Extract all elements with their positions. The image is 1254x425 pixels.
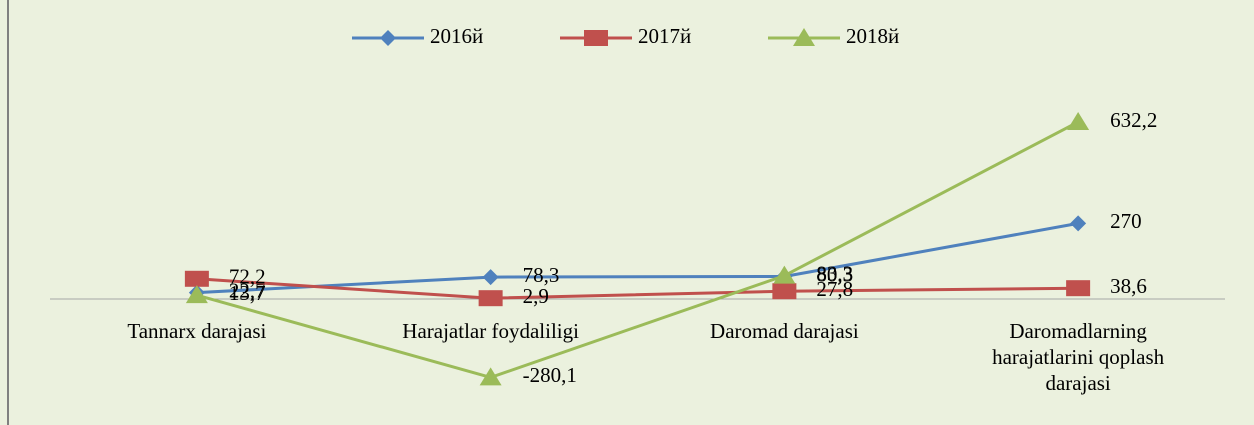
legend-marker [584, 30, 608, 46]
data-label: 270 [1110, 209, 1142, 233]
data-label: 38,6 [1110, 274, 1147, 298]
x-tick-label: Daromadlarning harajatlarini qoplash dar… [992, 319, 1165, 395]
data-label: 13,7 [229, 281, 266, 305]
data-label: 632,2 [1110, 108, 1157, 132]
marker [478, 290, 503, 307]
marker [1067, 111, 1090, 130]
data-label: -280,1 [523, 363, 577, 387]
series-line [196, 221, 1079, 295]
marker [1066, 280, 1091, 297]
legend-marker [793, 28, 815, 46]
data-label: 27,8 [816, 277, 853, 301]
x-tick-label: Daromad darajasi [710, 319, 859, 343]
legend-label: 2018й [846, 24, 899, 48]
legend-label: 2016й [430, 24, 483, 48]
legend-label: 2017й [638, 24, 691, 48]
marker [772, 283, 797, 300]
series-line [196, 277, 1079, 300]
marker [482, 269, 499, 286]
data-label: 80,3 [816, 262, 853, 286]
marker [773, 265, 796, 284]
marker [1070, 215, 1087, 232]
x-tick-label: Tannarx darajasi [127, 319, 267, 343]
marker [184, 270, 209, 287]
marker [479, 367, 502, 386]
series-line [196, 120, 1079, 379]
data-label: 2,9 [523, 284, 549, 308]
legend-marker [380, 30, 396, 46]
data-label: 83,3 [816, 261, 853, 285]
x-tick-label: Harajatlar foydaliligi [402, 319, 579, 343]
marker [185, 285, 208, 304]
data-label: 78,3 [523, 263, 560, 287]
data-label: 72,2 [229, 265, 266, 289]
